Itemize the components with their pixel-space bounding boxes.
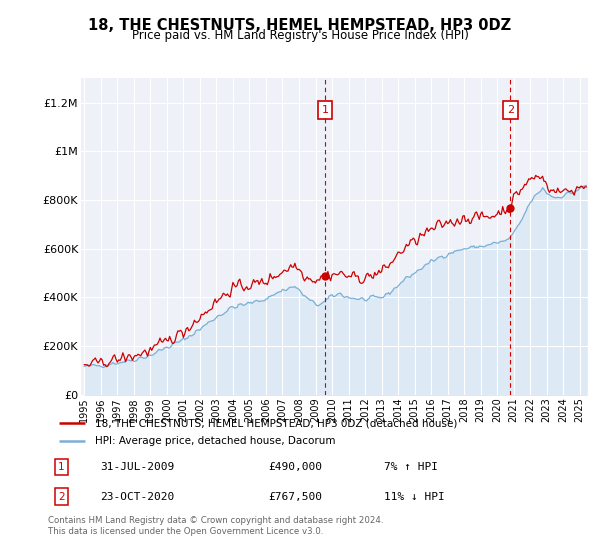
Text: £490,000: £490,000	[269, 462, 323, 472]
Text: Contains HM Land Registry data © Crown copyright and database right 2024.
This d: Contains HM Land Registry data © Crown c…	[48, 516, 383, 536]
Text: 1: 1	[58, 462, 64, 472]
Text: 2: 2	[507, 105, 514, 115]
Text: 2: 2	[58, 492, 64, 502]
Text: 18, THE CHESTNUTS, HEMEL HEMPSTEAD, HP3 0DZ: 18, THE CHESTNUTS, HEMEL HEMPSTEAD, HP3 …	[88, 18, 512, 33]
Text: 7% ↑ HPI: 7% ↑ HPI	[384, 462, 438, 472]
Text: 1: 1	[322, 105, 329, 115]
Text: £767,500: £767,500	[269, 492, 323, 502]
Text: 31-JUL-2009: 31-JUL-2009	[101, 462, 175, 472]
Text: 11% ↓ HPI: 11% ↓ HPI	[384, 492, 445, 502]
Text: 23-OCT-2020: 23-OCT-2020	[101, 492, 175, 502]
Text: 18, THE CHESTNUTS, HEMEL HEMPSTEAD, HP3 0DZ (detached house): 18, THE CHESTNUTS, HEMEL HEMPSTEAD, HP3 …	[95, 418, 458, 428]
Text: HPI: Average price, detached house, Dacorum: HPI: Average price, detached house, Daco…	[95, 436, 336, 446]
Text: Price paid vs. HM Land Registry's House Price Index (HPI): Price paid vs. HM Land Registry's House …	[131, 29, 469, 42]
